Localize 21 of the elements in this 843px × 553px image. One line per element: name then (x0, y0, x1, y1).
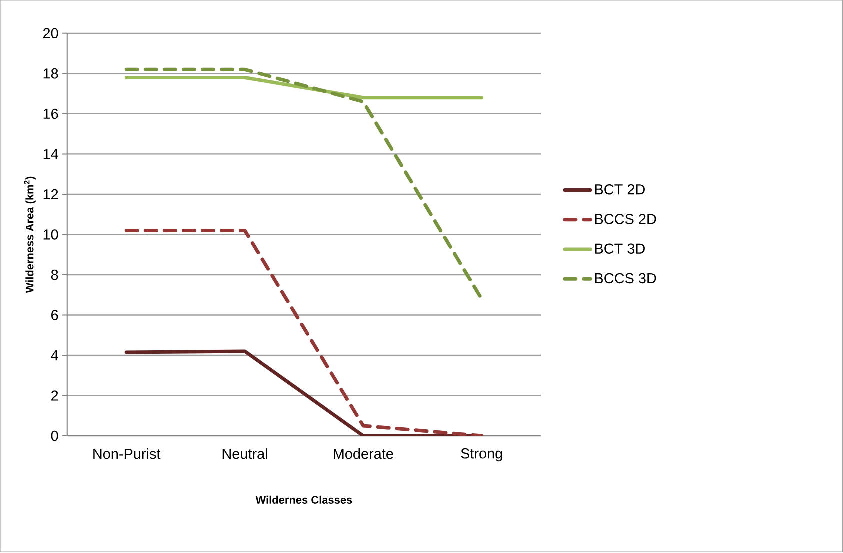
y-tick-label: 6 (52, 310, 58, 321)
x-axis-title: Wildernes Classes (256, 496, 352, 504)
y-tick-label: 8 (51, 270, 58, 280)
y-tick-label: 18 (44, 68, 58, 80)
y-tick-label: 14 (44, 149, 58, 160)
x-tick-label: Neutral (222, 448, 268, 460)
x-tick-label: Non-Purist (94, 448, 161, 460)
y-tick-label: 0 (51, 431, 58, 442)
y-tick-label: 4 (51, 350, 58, 361)
legend-label: BCT 3D (595, 244, 645, 254)
legend-label: BCCS 2D (595, 214, 656, 225)
y-tick-label: 10 (44, 230, 58, 240)
legend-label: BCT 2D (595, 184, 645, 195)
y-tick-label: 2 (52, 390, 58, 402)
y-axis-title: Wilderness Area (km$^{2}$) (24, 177, 36, 294)
y-tick-label: 16 (44, 109, 58, 120)
y-tick-label: 12 (44, 190, 58, 200)
legend-label: BCCS 3D (595, 274, 656, 284)
x-tick-label: Strong (461, 448, 502, 462)
y-tick-label: 20 (43, 28, 58, 39)
x-tick-label: Moderate (334, 448, 394, 460)
